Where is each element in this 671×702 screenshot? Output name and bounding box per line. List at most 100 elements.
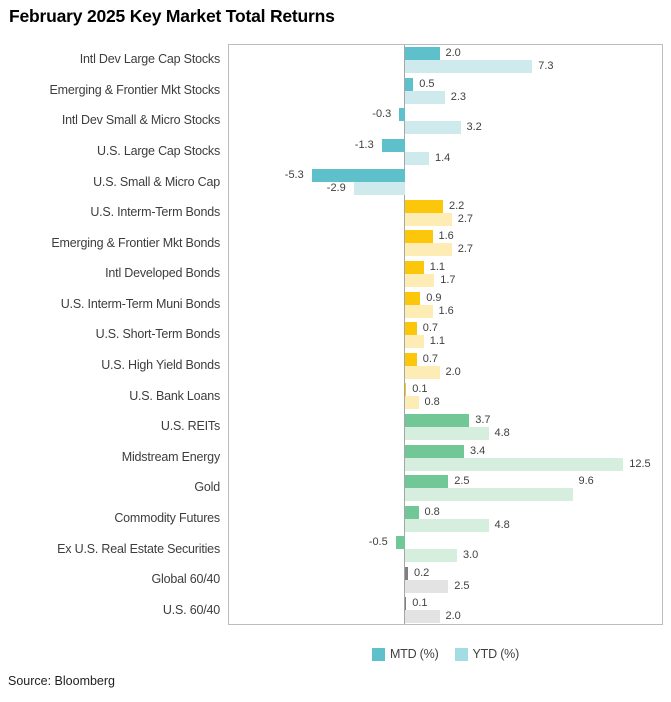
value-label: 4.8 — [494, 426, 510, 439]
category-label: Intl Dev Large Cap Stocks — [79, 52, 220, 67]
category-label: Emerging & Frontier Mkt Stocks — [49, 82, 221, 97]
chart-title: February 2025 Key Market Total Returns — [9, 6, 335, 26]
category-label: U.S. High Yield Bonds — [101, 358, 220, 373]
value-label: 0.8 — [424, 396, 440, 409]
value-label: 0.7 — [422, 322, 439, 335]
value-label: 2.0 — [445, 365, 461, 378]
value-label: 2.3 — [450, 90, 467, 103]
bar — [404, 413, 470, 427]
ytd-legend-swatch-icon — [454, 647, 468, 661]
bar — [404, 396, 419, 410]
category-label: U.S. REITs — [160, 419, 220, 434]
category-label: U.S. Bank Loans — [129, 388, 220, 403]
value-label: 2.5 — [454, 475, 470, 488]
value-label: 4.8 — [494, 518, 510, 531]
bar — [404, 335, 424, 349]
value-label: 2.2 — [449, 199, 465, 212]
value-label: 3.4 — [470, 444, 486, 457]
bar — [311, 169, 405, 183]
value-label: 7.3 — [538, 60, 554, 72]
bar — [404, 579, 449, 593]
bar — [404, 475, 449, 489]
category-label: U.S. Small & Micro Cap — [93, 174, 220, 189]
value-label: 3.0 — [463, 549, 479, 562]
bar — [404, 261, 424, 275]
bar — [404, 121, 461, 135]
value-label: 0.5 — [419, 77, 435, 90]
legend-label-mtd: MTD (%) — [389, 647, 439, 661]
category-label: Intl Dev Small & Micro Stocks — [61, 113, 220, 128]
plot-area: 2.0 7.3 0.5 2.3 -0.3 3.2 -1.3 1.4 -5.3 -2.9 2.2 2.7… — [228, 44, 663, 625]
value-label: 2.7 — [457, 212, 474, 225]
bar — [399, 108, 405, 122]
value-label: -0.3 — [372, 108, 392, 121]
bar — [404, 60, 533, 73]
value-label: 2.7 — [457, 243, 474, 256]
value-label: -0.5 — [368, 536, 388, 549]
category-label: Global 60/40 — [151, 572, 221, 587]
value-label: 0.1 — [412, 383, 428, 396]
bar — [353, 182, 405, 196]
category-label: U.S. Interm-Term Bonds — [90, 205, 220, 220]
bar — [404, 549, 457, 563]
bar — [404, 518, 489, 532]
value-label: 1.6 — [438, 304, 454, 317]
value-label: 9.6 — [578, 475, 594, 488]
value-label: -5.3 — [284, 169, 304, 182]
value-label: 1.1 — [429, 335, 446, 348]
bar — [404, 304, 433, 318]
bar — [404, 274, 435, 288]
value-label: 1.1 — [429, 261, 446, 274]
value-label: -1.3 — [354, 138, 374, 151]
bar — [404, 597, 407, 611]
category-label: U.S. 60/40 — [162, 602, 220, 617]
value-label: 3.7 — [475, 413, 491, 426]
value-label: 12.5 — [629, 457, 651, 470]
legend-item-ytd: YTD (%) — [454, 647, 520, 661]
value-label: 0.2 — [414, 566, 430, 579]
category-label: Gold — [194, 480, 220, 495]
category-label: Commodity Futures — [114, 510, 220, 525]
category-label: U.S. Large Cap Stocks — [97, 144, 220, 159]
value-label: 0.9 — [426, 291, 442, 304]
category-label: Ex U.S. Real Estate Securities — [57, 541, 220, 556]
bar — [404, 151, 429, 165]
legend-item-mtd: MTD (%) — [371, 647, 439, 661]
value-label: 0.7 — [422, 352, 439, 365]
value-label: 2.0 — [445, 610, 461, 623]
value-label: 1.6 — [438, 230, 454, 243]
legend: MTD (%) YTD (%) — [228, 647, 663, 661]
category-label: Intl Developed Bonds — [105, 266, 220, 281]
mtd-legend-swatch-icon — [371, 647, 385, 661]
value-label: 1.7 — [440, 274, 456, 287]
bar — [404, 610, 440, 624]
bar — [404, 457, 624, 471]
category-label: Midstream Energy — [121, 449, 220, 464]
value-label: 0.1 — [412, 597, 428, 610]
category-label: Emerging & Frontier Mkt Bonds — [51, 235, 220, 250]
bar — [404, 230, 433, 244]
legend-label-ytd: YTD (%) — [472, 647, 520, 661]
bar — [404, 566, 408, 580]
bar — [404, 47, 440, 60]
value-label: 3.2 — [466, 121, 482, 134]
bar — [404, 199, 443, 213]
bar — [404, 322, 417, 336]
bar — [404, 243, 452, 257]
bar — [404, 212, 452, 226]
bar — [404, 365, 440, 379]
bar — [404, 505, 419, 519]
source-note: Source: Bloomberg — [8, 674, 116, 688]
value-label: 2.5 — [454, 579, 470, 592]
value-label: 1.4 — [435, 151, 451, 164]
bar — [395, 536, 405, 550]
bar — [404, 426, 489, 440]
category-label: U.S. Short-Term Bonds — [95, 327, 221, 342]
bar — [404, 444, 464, 458]
category-label: U.S. Interm-Term Muni Bonds — [60, 296, 220, 311]
bar — [404, 90, 445, 104]
bar — [404, 77, 414, 91]
bar — [404, 488, 573, 502]
value-label: -2.9 — [326, 182, 346, 195]
